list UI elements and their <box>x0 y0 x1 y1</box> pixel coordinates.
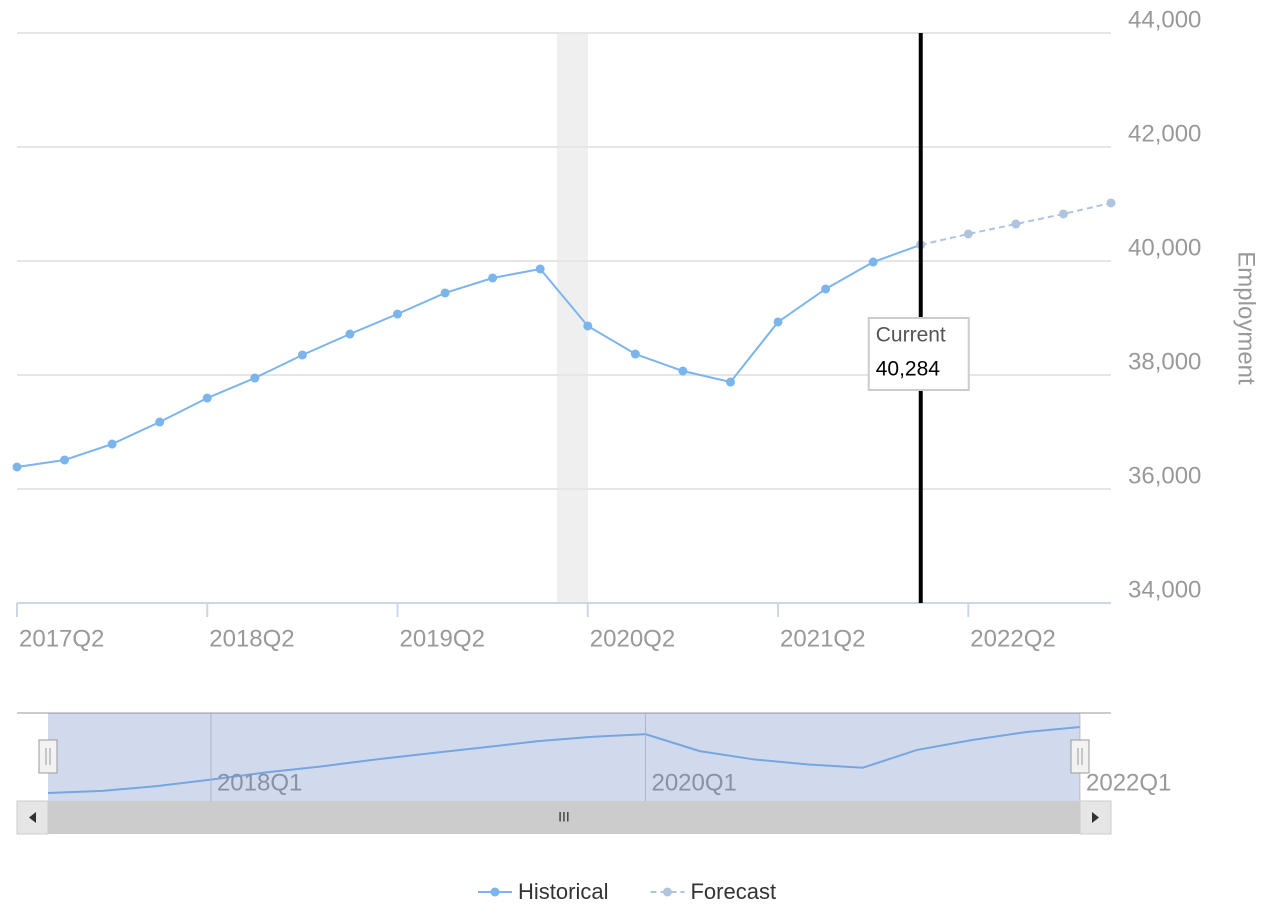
point <box>1106 198 1116 208</box>
y-tick-label: 34,000 <box>1128 576 1201 603</box>
y-tick-label: 44,000 <box>1128 6 1201 33</box>
legend-label[interactable]: Forecast <box>690 879 776 904</box>
point <box>107 439 117 449</box>
point <box>297 350 307 360</box>
x-tick-label: 2021Q2 <box>780 625 865 652</box>
navigator-tick-label: 2022Q1 <box>1086 769 1171 796</box>
point <box>868 257 878 267</box>
point <box>60 455 70 465</box>
y-tick-label: 36,000 <box>1128 462 1201 489</box>
x-tick-label: 2020Q2 <box>590 625 675 652</box>
point <box>725 377 735 387</box>
navigator-handle-left[interactable] <box>38 739 58 774</box>
x-tick-label: 2018Q2 <box>209 625 294 652</box>
series-line <box>920 201 1112 246</box>
point <box>963 229 973 239</box>
handle-grip <box>45 748 51 765</box>
navigator-handle-right[interactable] <box>1070 739 1090 774</box>
legend-marker <box>490 887 500 897</box>
series-line <box>16 243 922 468</box>
point <box>250 373 260 383</box>
point <box>155 417 165 427</box>
navigator <box>17 713 1111 801</box>
point <box>1058 209 1068 219</box>
handle-grip <box>1077 748 1083 765</box>
legend-label[interactable]: Historical <box>518 879 608 904</box>
point <box>773 317 783 327</box>
point <box>535 264 545 274</box>
x-tick-label: 2019Q2 <box>400 625 485 652</box>
tooltip-label: Current <box>876 324 946 347</box>
point <box>393 309 403 319</box>
navigator-tick-label: 2018Q1 <box>217 769 302 796</box>
point <box>630 349 640 359</box>
point <box>440 288 450 298</box>
point <box>1011 219 1021 229</box>
arrow-right <box>1092 812 1099 823</box>
point <box>12 462 22 472</box>
point <box>821 284 831 294</box>
scrollbar-thumb[interactable] <box>48 801 1080 834</box>
y-tick-label: 38,000 <box>1128 348 1201 375</box>
arrow-left <box>29 812 36 823</box>
point <box>345 329 355 339</box>
scrollbar-grip: III <box>558 809 570 825</box>
point <box>202 393 212 403</box>
navigator-line <box>47 726 1081 794</box>
navigator-mask[interactable] <box>48 713 1080 801</box>
y-tick-label: 40,000 <box>1128 234 1201 261</box>
plot-band <box>557 33 588 603</box>
navigator-tick-label: 2020Q1 <box>651 769 736 796</box>
legend-marker <box>662 887 672 897</box>
point <box>678 366 688 376</box>
tooltip-value: 40,284 <box>876 358 941 381</box>
x-tick-label: 2022Q2 <box>970 625 1055 652</box>
point <box>488 273 498 283</box>
y-tick-label: 42,000 <box>1128 120 1201 147</box>
point <box>583 321 593 331</box>
tooltip <box>867 317 970 391</box>
y-axis-title: Employment <box>1233 251 1260 385</box>
x-tick-label: 2017Q2 <box>19 625 104 652</box>
